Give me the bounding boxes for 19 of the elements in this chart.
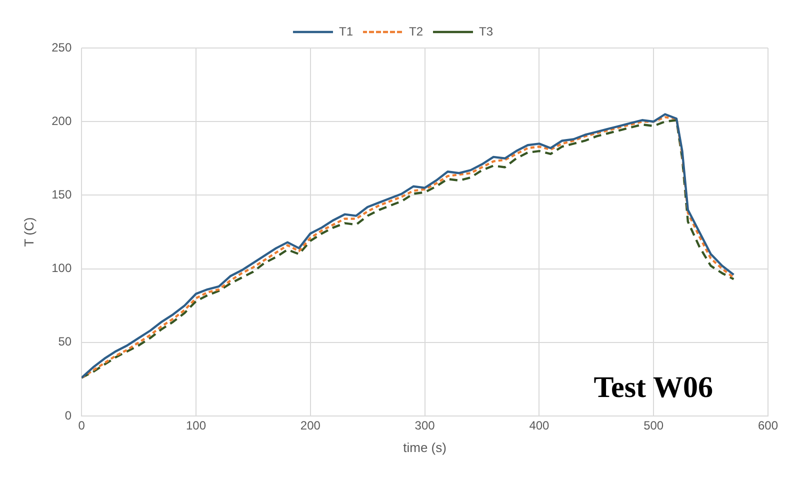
x-tick-label: 100 (186, 418, 206, 433)
annotation: Test W06 (594, 370, 713, 404)
legend-label: T2 (409, 24, 424, 38)
y-tick-label: 150 (52, 188, 72, 202)
x-tick-label: 600 (758, 418, 778, 433)
x-tick-label: 200 (300, 418, 321, 433)
legend-label: T3 (479, 24, 494, 38)
legend-label: T1 (338, 24, 354, 38)
y-axis-title: T (C) (21, 217, 36, 247)
y-tick-label: 50 (58, 334, 72, 349)
x-axis-title: time (s) (403, 440, 446, 455)
x-tick-label: 0 (78, 418, 86, 433)
y-tick-label: 0 (64, 408, 72, 422)
y-tick-label: 100 (52, 261, 72, 276)
x-tick-label: 300 (414, 418, 436, 433)
y-tick-label: 250 (52, 40, 72, 54)
y-tick-label: 200 (52, 114, 72, 128)
x-tick-label: 500 (644, 418, 664, 433)
x-tick-label: 400 (529, 418, 550, 433)
